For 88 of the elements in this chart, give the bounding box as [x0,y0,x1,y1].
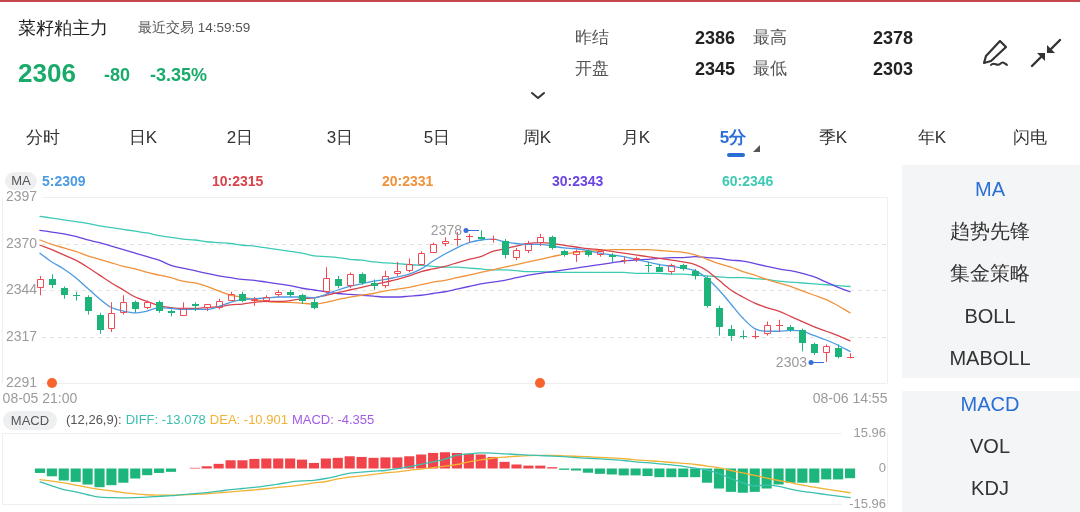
bar [475,454,486,469]
text: BOLL [964,304,1016,328]
bar [58,468,69,481]
text: DEA: -10.901 [209,412,288,428]
text: 菜籽粕主力 [18,17,108,39]
text: MACD: -4.355 [291,412,375,428]
x-tick-label: 08-05 21:00 [2,389,78,406]
bar [344,456,355,469]
annotation: 2378 [430,222,463,239]
text: 最低 [753,59,787,79]
text: MA [975,177,1005,201]
bar [535,465,546,469]
text: 闪电 [1013,128,1047,148]
text: 趋势先锋 [950,219,1030,243]
text: -3.35% [150,64,208,86]
text: 昨结 [575,28,609,48]
bar [285,458,296,469]
bar [809,468,820,483]
text: 最近交易 14:59:59 [138,20,251,36]
text: 季K [818,128,848,148]
bar [821,468,832,480]
text: VOL [969,434,1011,458]
text: DIFF: -13.078 [125,412,206,428]
chart-title: MA [5,172,37,190]
bar [213,463,224,469]
text: 2日 [226,128,254,148]
x-tick-label: 08-06 14:55 [812,389,888,406]
bar [594,468,605,474]
bar [678,468,689,478]
text: 10:2315 [212,172,264,190]
text: 2303 [872,58,913,80]
text: 开盘 [575,59,609,79]
text: 2386 [694,27,735,49]
bar [130,468,141,479]
bar [606,468,617,475]
y-tick-label: -15.96 [849,495,886,511]
text: 分时 [26,128,60,148]
y-tick-label: 2397 [6,187,38,204]
text: KDJ [971,476,1009,500]
bar [570,468,582,471]
text: 最高 [753,28,787,48]
chart-title: MACD [3,411,57,430]
bar [666,468,677,478]
y-tick-label: 2344 [6,280,38,297]
text: 3日 [326,128,354,148]
bar [201,466,212,469]
y-tick-label: 2370 [6,235,38,252]
bar [392,457,403,469]
bar [690,468,701,478]
y-tick-label: 15.96 [853,424,886,440]
bar [308,462,320,469]
text: MACD [960,392,1020,416]
bar [582,468,594,473]
bar [118,468,129,483]
y-tick-label: 2317 [6,328,38,345]
y-tick-label: 2291 [6,373,38,390]
chart-subtitle: (12,26,9): [66,412,122,428]
y-tick-label: 0 [878,460,886,476]
text: 2345 [694,58,735,80]
bar [844,468,856,479]
bar [833,468,844,480]
bar [296,459,308,469]
bar [261,458,272,469]
line-series [39,215,851,288]
text: 月K [621,128,651,148]
line-series [39,239,851,314]
bar [332,457,343,469]
text: 周K [522,128,552,148]
text: 20:2331 [382,172,434,190]
text: 5:2309 [42,172,86,190]
text: 集金策略 [950,261,1030,285]
text: 日K [128,128,158,148]
bar [713,468,725,489]
text: 5分 [719,128,747,148]
text: -80 [104,64,131,86]
text: 5日 [423,128,451,148]
candlestick [120,294,127,316]
bar [273,458,284,469]
text: MABOLL [949,346,1031,370]
bar [320,458,331,469]
annotation: 2303 [775,354,808,371]
text: 年K [917,128,947,148]
text: 30:2343 [552,172,604,190]
text: 2306 [18,58,76,89]
text: 60:2346 [722,172,774,190]
text: 2378 [872,27,913,49]
candlestick [323,266,330,295]
bar [70,468,81,482]
